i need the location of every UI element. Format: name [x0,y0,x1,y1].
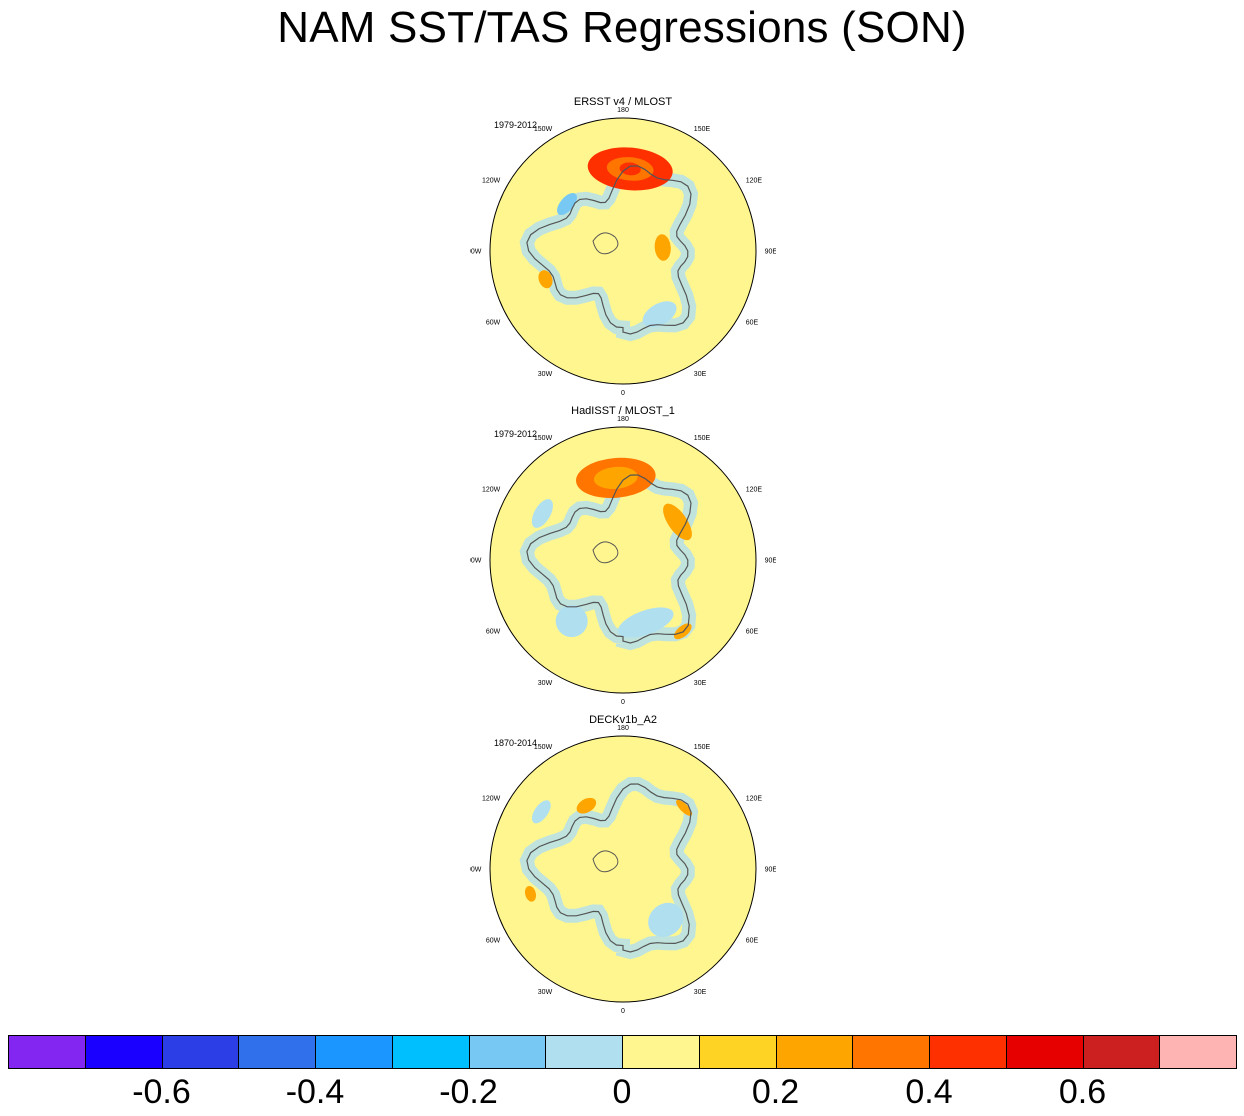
longitude-label: 30E [694,680,707,687]
longitude-label: 120W [482,487,501,494]
colorbar-swatch [545,1035,623,1069]
longitude-label: 150W [534,744,553,751]
longitude-label: 150E [694,435,711,442]
longitude-label: 30W [538,989,553,996]
longitude-label: 60W [486,628,501,635]
longitude-label: 90W [470,867,482,874]
longitude-label: 120W [482,178,501,185]
longitude-label: 150W [534,126,553,133]
colorbar-swatch [391,1035,469,1069]
longitude-label: 30E [694,371,707,378]
arctic-islands [592,850,619,873]
longitude-label: 0 [621,699,625,705]
polar-map: 180 150E 120E 90E 60E 30E 0 30W 60W 90W 120W 150W [470,107,776,396]
longitude-label: 120E [746,796,763,803]
map-border [489,426,757,694]
polar-map: 180 150E 120E 90E 60E 30E 0 30W 60W 90W 120W 150W [470,416,776,705]
cool-anomaly [557,192,577,216]
longitude-label: 30W [538,371,553,378]
colorbar [8,1035,1237,1069]
longitude-label: 150W [534,435,553,442]
longitude-label: 30E [694,989,707,996]
colorbar-swatch [622,1035,700,1069]
warm-anomaly-core [593,466,638,490]
panel-period: 1870-2014 [494,738,538,748]
colorbar-swatch [1005,1035,1083,1069]
map-panel: HadISST / MLOST_1 1979-2012 180 150E 120E 9… [470,405,776,705]
colorbar-label: 0 [612,1073,632,1111]
warm-anomaly [524,885,537,902]
colorbar-swatch [468,1035,546,1069]
warm-anomaly [576,797,597,814]
colorbar-swatch [929,1035,1007,1069]
panel-period: 1979-2012 [494,429,538,439]
coastline [526,783,692,953]
longitude-label: 30W [538,680,553,687]
panel-period: 1979-2012 [494,120,538,130]
colorbar-swatch [1159,1035,1237,1069]
colorbar-swatch [161,1035,239,1069]
colorbar-swatch [238,1035,316,1069]
longitude-label: 150E [694,126,711,133]
longitude-label: 90E [765,249,776,256]
warm-anomaly [654,234,671,261]
arctic-islands [592,541,619,564]
longitude-label: 0 [621,1008,625,1014]
longitude-label: 60E [746,937,759,944]
colorbar-label: 0.2 [751,1073,800,1111]
colorbar-label: -0.4 [285,1073,345,1111]
longitude-label: 60E [746,628,759,635]
colorbar-swatch [698,1035,776,1069]
cool-anomaly [648,902,684,938]
colorbar-label: -0.2 [439,1073,498,1111]
longitude-label: 120W [482,796,501,803]
colorbar-swatch [84,1035,162,1069]
longitude-label: 120E [746,178,763,185]
coastline [526,474,692,644]
longitude-label: 180 [617,416,629,423]
longitude-label: 0 [621,390,625,396]
longitude-label: 90E [765,558,776,565]
cool-anomaly [617,607,674,638]
longitude-label: 90E [765,867,776,874]
colorbar-label: -0.6 [132,1073,191,1111]
panel-title: ERSST v4 / MLOST [573,96,673,108]
longitude-label: 60W [486,319,501,326]
warm-anomaly [663,503,692,541]
polar-map: 180 150E 120E 90E 60E 30E 0 30W 60W 90W 120W 150W [470,725,776,1014]
map-border [489,117,757,385]
cool-anomaly [531,800,551,824]
colorbar-swatch [1082,1035,1160,1069]
colorbar-label: 0.4 [905,1073,953,1111]
colorbar-swatch [775,1035,853,1069]
map-panel: ERSST v4 / MLOST 1979-2012 180 150E 120E 90… [470,96,776,396]
map-border [489,735,757,1003]
panel-title: HadISST / MLOST_1 [571,405,675,417]
longitude-label: 60E [746,319,759,326]
warm-anomaly [538,270,553,289]
longitude-label: 90W [470,249,482,256]
panel-title: DECKv1b_A2 [589,714,657,726]
colorbar-label: 0.6 [1058,1073,1107,1111]
colorbar-swatch [852,1035,930,1069]
longitude-label: 120E [746,487,763,494]
longitude-label: 150E [694,744,711,751]
coastline [526,165,692,335]
cool-anomaly [555,605,588,638]
map-panel: DECKv1b_A2 1870-2014 180 150E 120E 90E 60E 30… [470,714,776,1014]
cool-anomaly [642,301,677,328]
longitude-label: 60W [486,937,501,944]
cool-anomaly [531,499,553,528]
warm-anomaly [676,799,693,816]
longitude-label: 180 [617,725,629,732]
page-title: NAM SST/TAS Regressions (SON) [277,3,967,52]
arctic-islands [592,232,619,255]
colorbar-swatch [315,1035,393,1069]
colorbar-swatch [8,1035,86,1069]
longitude-label: 90W [470,558,482,565]
longitude-label: 180 [617,107,629,114]
